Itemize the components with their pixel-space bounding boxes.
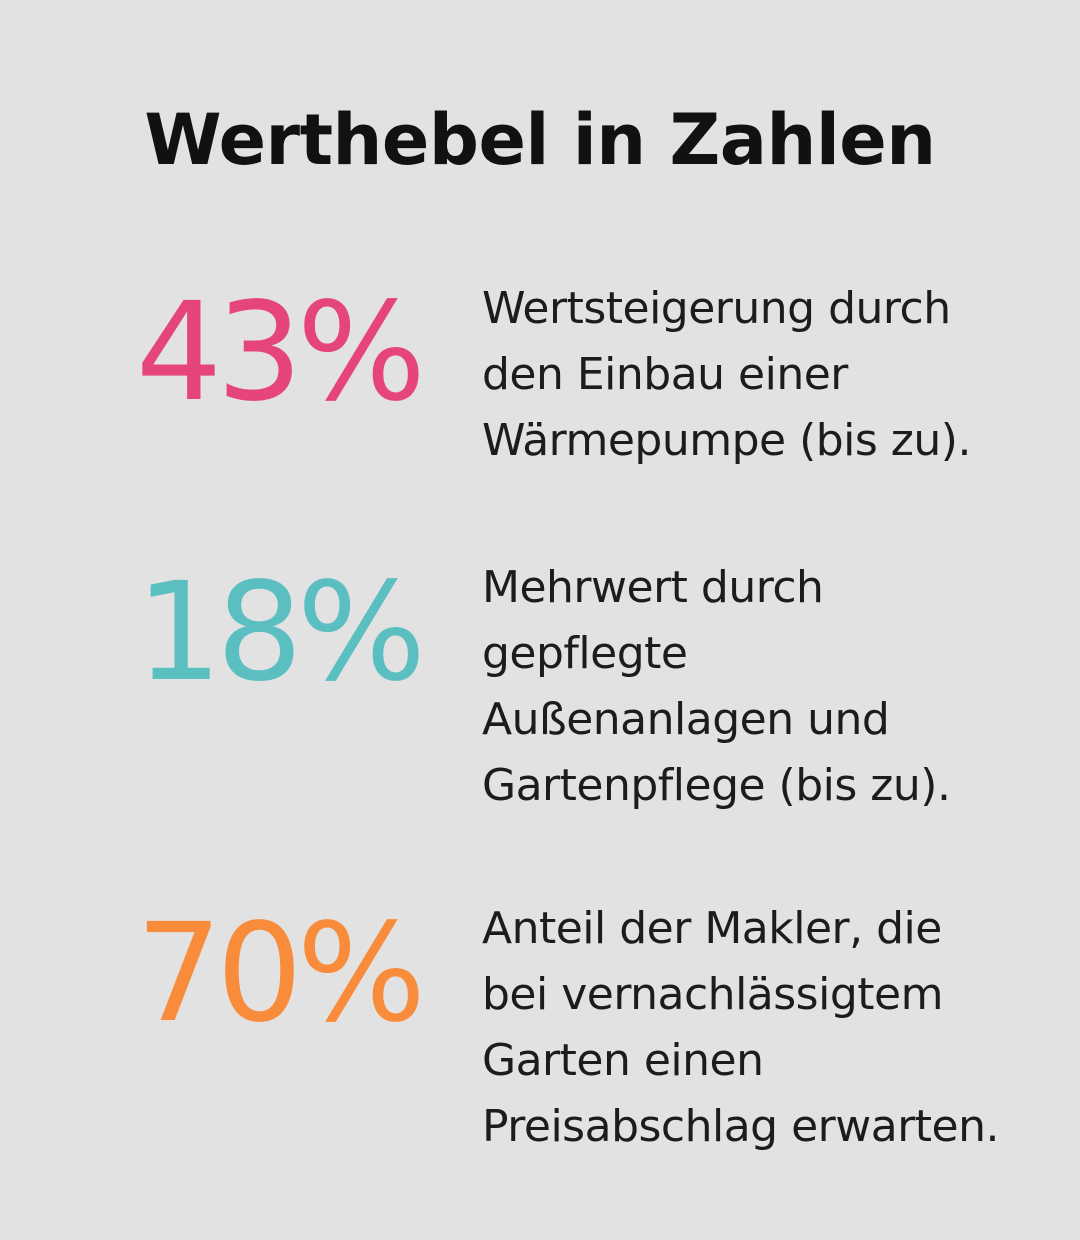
stat-description-line: Außenanlagen und	[482, 694, 890, 745]
stat-value: 70%	[135, 895, 426, 1053]
stat-description-line: Garten einen	[482, 1035, 764, 1086]
stat-description-line: Anteil der Makler, die	[482, 903, 942, 954]
stat-description-line: bei vernachlässigtem	[482, 969, 943, 1020]
stat-description-line: Wertsteigerung durch	[482, 283, 951, 334]
stat-description-line: Wärmepumpe (bis zu).	[482, 415, 971, 466]
stat-description-line: Mehrwert durch	[482, 562, 824, 613]
page-title: Werthebel in Zahlen	[144, 99, 936, 181]
stat-value: 18%	[135, 554, 426, 712]
stat-description: Anteil der Makler, die bei vernachlässig…	[482, 896, 1042, 1160]
stat-description-line: den Einbau einer	[482, 349, 848, 400]
stat-description-line: gepflegte	[482, 628, 688, 679]
stat-description: Wertsteigerung durch den Einbau einer Wä…	[482, 276, 1042, 474]
stat-description-line: Gartenpflege (bis zu).	[482, 760, 951, 811]
stat-value: 43%	[135, 274, 426, 432]
stat-description: Mehrwert durch gepflegte Außenanlagen un…	[482, 555, 1042, 819]
stat-description-line: Preisabschlag erwarten.	[482, 1101, 1000, 1152]
